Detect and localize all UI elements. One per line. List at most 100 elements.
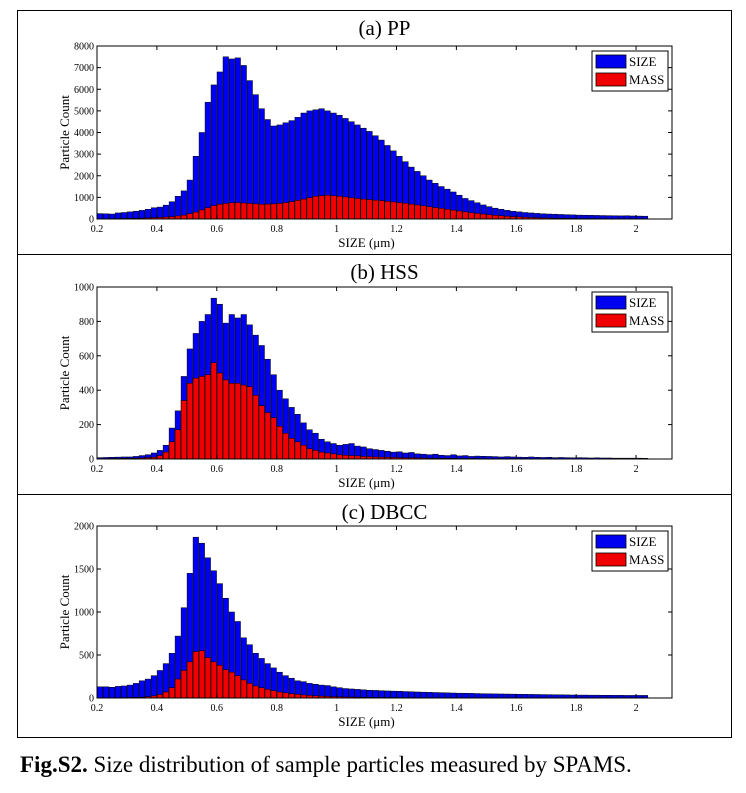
mass-bar — [288, 201, 295, 220]
mass-bar — [288, 693, 295, 699]
mass-bar — [240, 384, 247, 460]
size-bar — [216, 71, 223, 220]
x-tick-label: 1.2 — [390, 703, 403, 714]
y-tick-label: 0 — [89, 215, 94, 226]
mass-bar — [354, 198, 361, 220]
mass-bar — [216, 372, 223, 460]
x-tick-label: 0.6 — [211, 464, 224, 475]
size-bar — [192, 156, 199, 220]
x-tick-label: 0.2 — [91, 224, 104, 235]
mass-bar — [204, 657, 211, 699]
mass-bar — [360, 198, 367, 220]
mass-bar — [462, 211, 469, 220]
mass-bar — [300, 444, 307, 460]
mass-bar — [270, 690, 277, 699]
x-tick-label: 0.4 — [151, 464, 164, 475]
x-tick-label: 1.2 — [390, 464, 403, 475]
x-axis-label: SIZE (μm) — [338, 475, 394, 490]
x-tick-label: 0.8 — [270, 464, 283, 475]
mass-bar — [252, 685, 259, 699]
size-bar — [498, 693, 505, 699]
y-tick-label: 0 — [89, 455, 94, 466]
mass-bar — [252, 203, 259, 220]
mass-bar — [264, 412, 271, 460]
x-tick-label: 1.2 — [390, 224, 403, 235]
mass-bar — [198, 650, 205, 699]
size-bar — [126, 684, 133, 699]
mass-bar — [450, 209, 457, 220]
y-tick-label: 400 — [79, 386, 94, 397]
mass-bar — [174, 429, 181, 460]
size-bar — [540, 694, 547, 699]
size-bar — [408, 691, 415, 699]
size-bar — [246, 80, 253, 220]
size-bar — [342, 688, 349, 699]
mass-bar — [240, 679, 247, 699]
size-bar — [126, 211, 133, 220]
mass-bar — [276, 426, 283, 460]
x-tick-label: 0.6 — [211, 224, 224, 235]
mass-bar — [168, 441, 175, 460]
size-bar — [114, 212, 121, 220]
mass-bar — [174, 678, 181, 699]
legend-swatch — [595, 72, 627, 87]
mass-bar — [300, 198, 307, 220]
mass-bar — [294, 200, 301, 220]
size-bar — [102, 686, 109, 699]
size-bar — [474, 693, 481, 699]
mass-bar — [180, 214, 187, 220]
y-tick-label: 800 — [79, 317, 94, 328]
mass-bar — [192, 377, 199, 460]
mass-bar — [162, 691, 169, 699]
mass-bar — [420, 205, 427, 220]
x-tick-label: 2 — [634, 224, 639, 235]
size-bar — [198, 132, 205, 220]
mass-bar — [210, 362, 217, 460]
mass-bar — [294, 441, 301, 460]
mass-bar — [342, 454, 349, 460]
chart-panel-3: (c) DBCC 0.2 0.4 0.6 0.8 1 1.2 1.4 1.6 1.8 2 0 500 10… — [17, 494, 732, 729]
mass-bar — [234, 202, 241, 220]
size-bar — [108, 687, 115, 699]
axes-box — [96, 286, 673, 460]
x-tick-label: 1.4 — [450, 703, 463, 714]
y-tick-label: 500 — [79, 651, 94, 662]
size-bar — [354, 689, 361, 699]
size-bar — [240, 65, 247, 220]
mass-bar — [378, 200, 385, 220]
mass-bar — [222, 669, 229, 699]
legend-label: SIZE — [629, 54, 657, 69]
size-bar — [114, 686, 121, 699]
size-bar — [432, 692, 439, 699]
x-tick-label: 1.6 — [510, 703, 523, 714]
mass-bar — [330, 195, 337, 220]
x-tick-label: 1 — [334, 464, 339, 475]
size-bar — [372, 690, 379, 699]
size-bar — [360, 689, 367, 699]
size-bar — [138, 680, 145, 699]
chart-panel-1: (a) PP 0.2 0.4 0.6 0.8 1 1.2 1.4 1.6 1.8 2 0 1000 200… — [57, 16, 673, 250]
x-tick-label: 1.4 — [450, 224, 463, 235]
mass-bar — [426, 206, 433, 220]
y-tick-label: 5000 — [74, 106, 94, 117]
caption-label: Fig.S2. — [20, 752, 88, 777]
x-tick-label: 1 — [334, 703, 339, 714]
legend: SIZE MASS — [591, 50, 669, 92]
x-tick-label: 2 — [634, 464, 639, 475]
y-tick-label: 8000 — [74, 42, 94, 53]
mass-bar — [432, 207, 439, 220]
mass-bar — [156, 455, 163, 460]
mass-bar — [192, 211, 199, 220]
legend-swatch — [595, 295, 627, 310]
figure-svg: (a) PP0.2 0.4 0.6 0.8 1 1.2 1.4 1.6 1.8 201000200… — [17, 10, 732, 738]
mass-bar — [348, 197, 355, 220]
size-bar — [486, 693, 493, 699]
chart-title: (b) HSS — [350, 260, 418, 284]
mass-bar — [246, 683, 253, 699]
size-bar — [96, 686, 103, 699]
y-tick-label: 1000 — [74, 193, 94, 204]
mass-bar — [204, 374, 211, 460]
x-axis-label: SIZE (μm) — [338, 235, 394, 250]
mass-bar — [312, 450, 319, 460]
mass-bar — [276, 691, 283, 699]
